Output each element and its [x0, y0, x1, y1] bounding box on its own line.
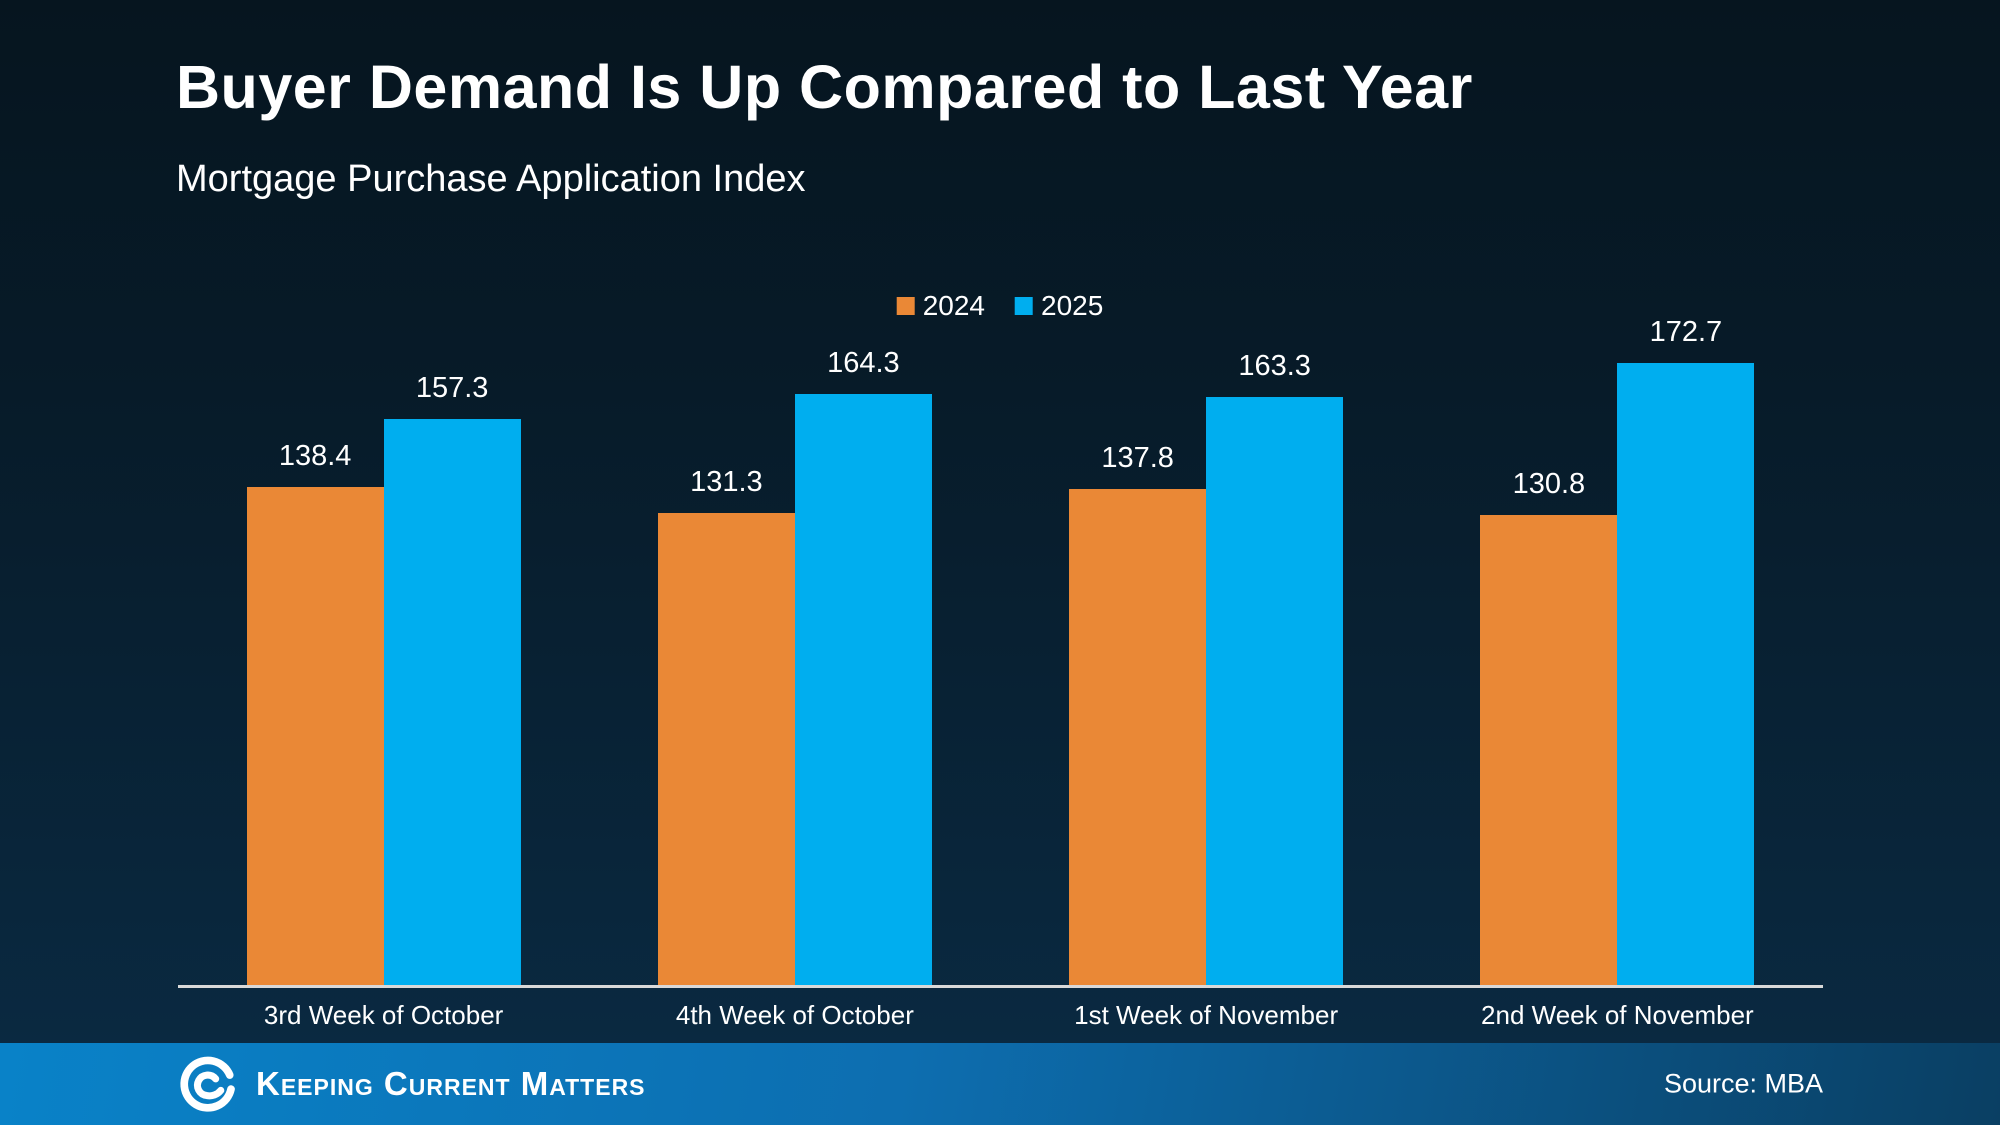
kcm-swirl-logo-icon [180, 1056, 235, 1112]
bar-value-label: 131.3 [690, 465, 763, 498]
x-axis-label: 2nd Week of November [1481, 1000, 1754, 1030]
page-subtitle: Mortgage Purchase Application Index [176, 158, 806, 200]
bar-2025: 164.3 [794, 347, 932, 987]
x-axis-label: 3rd Week of October [263, 1000, 504, 1030]
bar-group: 137.8 163.3 [1069, 337, 1344, 987]
chart-plot-area: 138.4 157.3 131.3 164.3 137.8 163.3 130.8 172.7 [178, 316, 1823, 987]
bar-value-label: 163.3 [1238, 350, 1311, 383]
footer-bar: Keeping Current Matters Source: MBA [0, 1043, 2000, 1125]
bar-group: 138.4 157.3 [246, 337, 521, 987]
x-axis-label: 4th Week of October [675, 1000, 914, 1030]
bar-value-label: 172.7 [1649, 316, 1723, 349]
legend-label-2024: 2024 [922, 290, 985, 321]
x-axis-labels: 3rd Week of October 4th Week of October 1s… [178, 1000, 1823, 1031]
x-axis-label: 1st Week of November [1074, 1000, 1339, 1030]
bar-value-label: 157.3 [415, 371, 489, 404]
legend-label-2025: 2025 [1041, 290, 1104, 321]
bar-2025: 172.7 [1617, 316, 1755, 987]
chart-legend: 2024 2025 [896, 290, 1103, 322]
bar-2024: 130.8 [1480, 468, 1618, 987]
bar-2024: 138.4 [246, 440, 384, 987]
brand-name: Keeping Current Matters [256, 1065, 646, 1102]
legend-item-2024: 2024 [896, 290, 985, 322]
legend-item-2025: 2025 [1015, 290, 1103, 322]
bar-value-label: 138.4 [278, 440, 352, 473]
brand-lockup: Keeping Current Matters [176, 1052, 646, 1116]
bar-2025: 157.3 [383, 372, 521, 987]
bar-groups: 138.4 157.3 131.3 164.3 137.8 163.3 130.8 172.7 [178, 316, 1823, 987]
bar-value-label: 137.8 [1101, 442, 1174, 475]
bar-2024: 137.8 [1069, 442, 1207, 987]
bar-2025: 163.3 [1206, 350, 1344, 987]
bar-value-label: 164.3 [827, 346, 900, 379]
x-axis-line [178, 985, 1823, 988]
bar-2024: 131.3 [657, 466, 795, 987]
bar-group: 131.3 164.3 [657, 337, 932, 987]
bar-group: 130.8 172.7 [1480, 316, 1755, 987]
page-title: Buyer Demand Is Up Compared to Last Year [176, 53, 1473, 121]
legend-swatch-2025-icon [1015, 297, 1033, 315]
legend-swatch-2024-icon [896, 297, 915, 315]
source-label: Source: MBA [1663, 1068, 1823, 1099]
bar-value-label: 130.8 [1512, 467, 1586, 500]
